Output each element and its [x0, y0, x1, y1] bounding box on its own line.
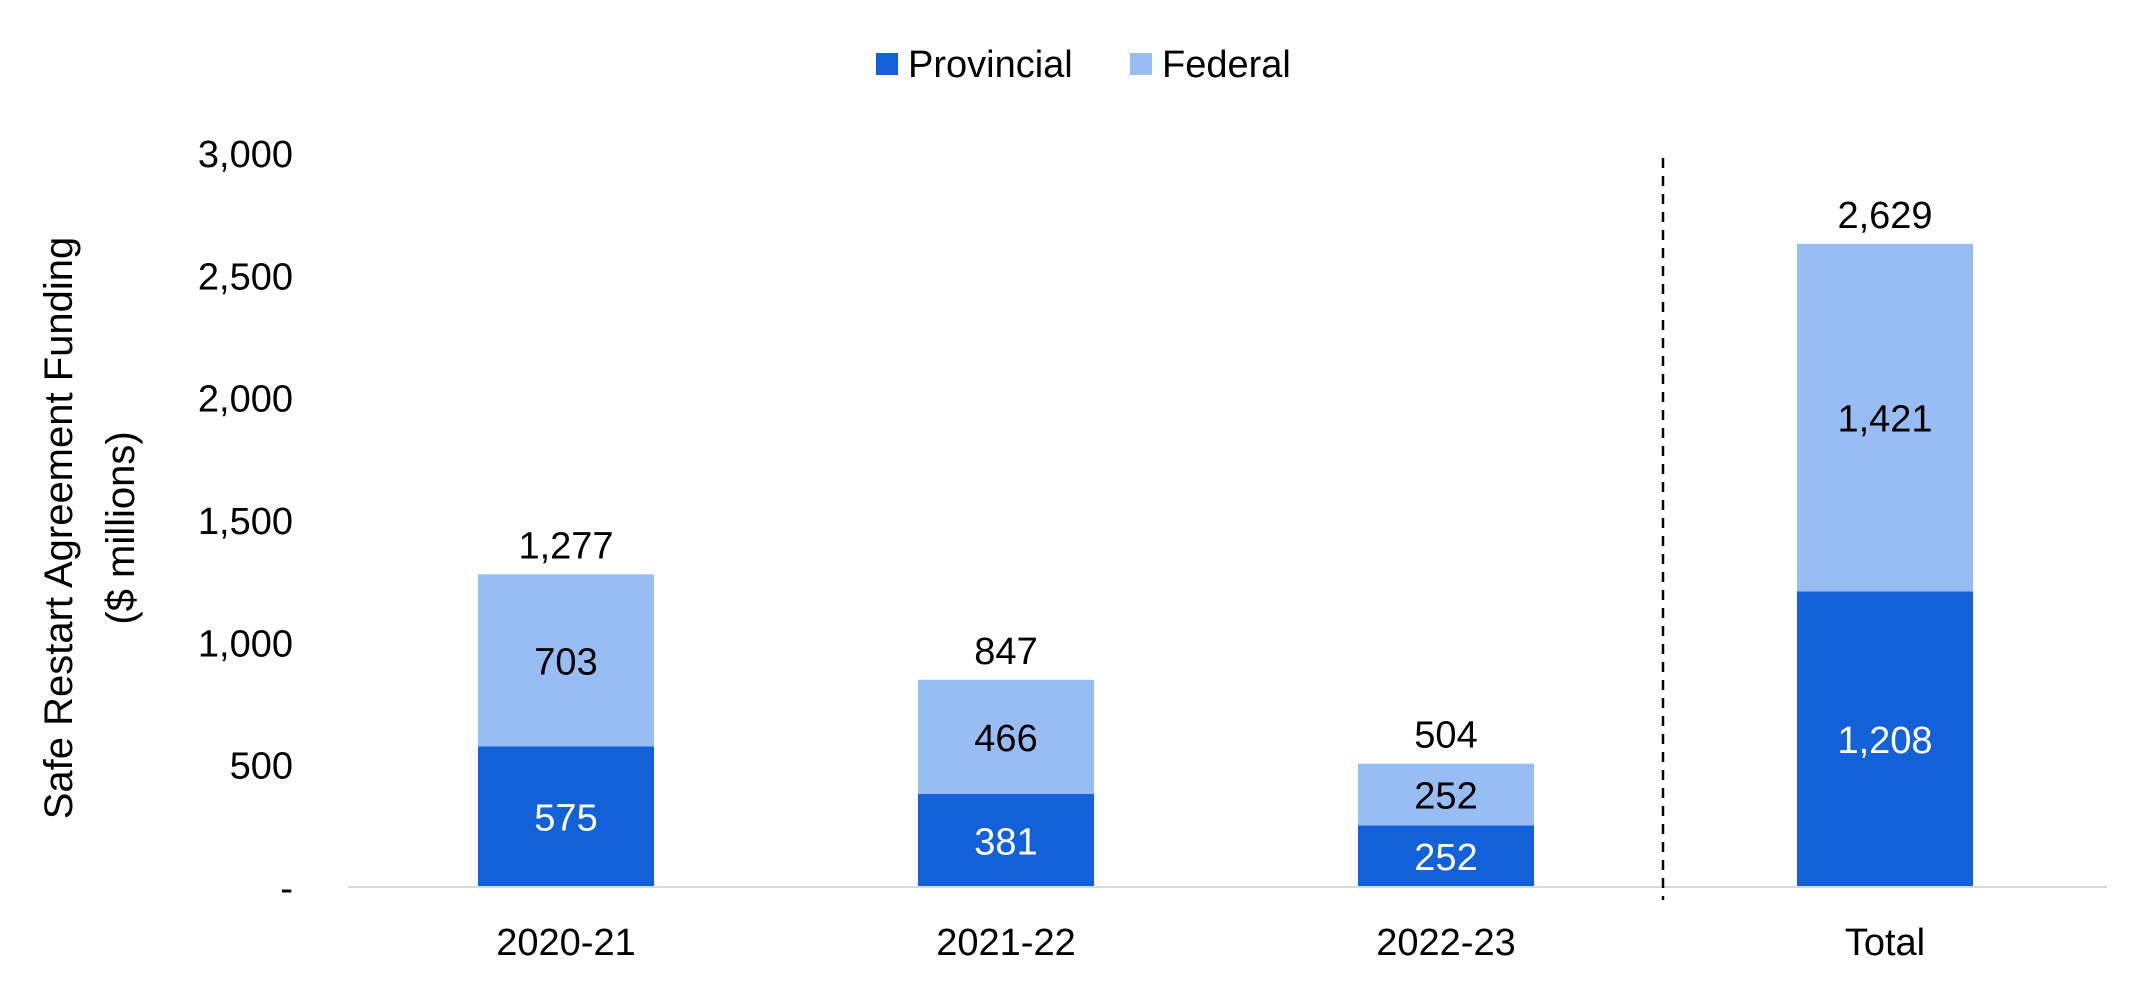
y-tick-label: 1,000 — [198, 623, 293, 665]
legend-swatch-provincial — [876, 53, 898, 75]
y-tick-label: 500 — [230, 746, 293, 788]
total-label: 2,629 — [1837, 195, 1932, 237]
data-label-federal: 1,421 — [1837, 399, 1932, 441]
y-tick-label: - — [280, 868, 293, 910]
total-label: 504 — [1414, 715, 1477, 757]
data-label-provincial: 252 — [1414, 837, 1477, 879]
legend: Provincial Federal — [876, 44, 1291, 86]
y-tick-label: 2,000 — [198, 379, 293, 421]
y-axis-tick-labels: - 500 1,000 1,500 2,000 2,500 3,000 — [198, 134, 293, 910]
legend-label-federal: Federal — [1162, 44, 1291, 86]
total-label: 1,277 — [518, 525, 613, 567]
y-tick-label: 1,500 — [198, 501, 293, 543]
bar-segment-provincial — [1358, 825, 1534, 887]
x-tick-label: Total — [1845, 922, 1925, 964]
y-axis-title-line-2: ($ millions) — [99, 431, 143, 624]
legend-label-provincial: Provincial — [908, 44, 1073, 86]
data-label-federal: 252 — [1414, 776, 1477, 818]
bars — [478, 243, 1973, 887]
bar-segment-provincial — [1797, 591, 1973, 887]
y-tick-label: 2,500 — [198, 256, 293, 298]
data-labels: 575 703 1,277 381 466 847 252 252 504 1,208 1,421 2… — [518, 195, 1932, 879]
data-label-provincial: 381 — [974, 821, 1037, 863]
bar-segment-federal — [1358, 763, 1534, 826]
x-tick-label: 2020-21 — [496, 922, 635, 964]
bar-segment-federal — [478, 574, 654, 747]
x-tick-label: 2021-22 — [936, 922, 1075, 964]
y-axis-title-line-1: Safe Restart Agreement Funding — [37, 237, 81, 820]
data-label-federal: 466 — [974, 718, 1037, 760]
bar-segment-provincial — [918, 793, 1094, 887]
bar-segment-federal — [1797, 243, 1973, 592]
x-tick-label: 2022-23 — [1376, 922, 1515, 964]
legend-swatch-federal — [1130, 53, 1152, 75]
bar-segment-federal — [918, 679, 1094, 794]
total-label: 847 — [974, 631, 1037, 673]
bar-segment-provincial — [478, 746, 654, 887]
y-axis-title: Safe Restart Agreement Funding ($ millio… — [37, 237, 143, 820]
data-label-provincial: 575 — [534, 798, 597, 840]
x-axis-tick-labels: 2020-21 2021-22 2022-23 Total — [496, 922, 1925, 964]
data-label-federal: 703 — [534, 641, 597, 683]
data-label-provincial: 1,208 — [1837, 720, 1932, 762]
y-tick-label: 3,000 — [198, 134, 293, 176]
